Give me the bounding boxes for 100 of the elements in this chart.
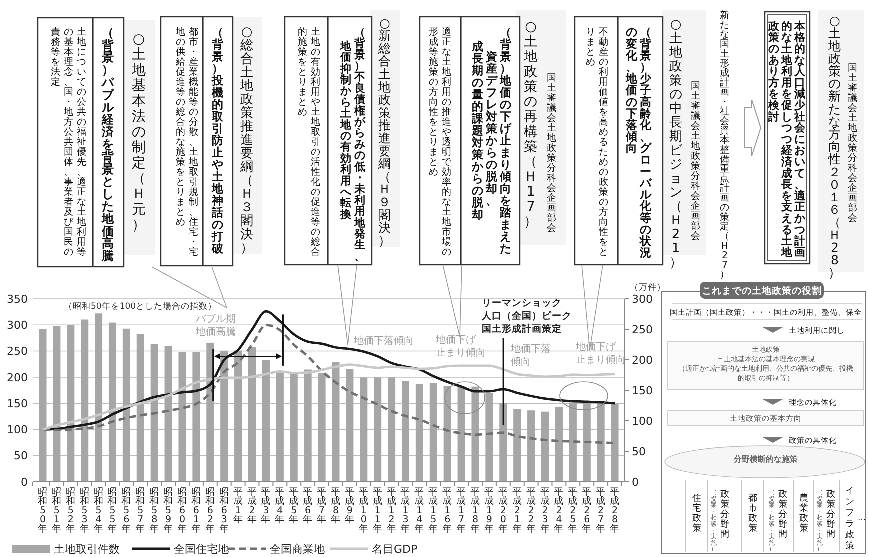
bar <box>95 314 103 482</box>
bar <box>318 373 326 482</box>
text: 国土審議会土地政策分科会企画部会 <box>848 62 858 224</box>
x-tick-label: 昭和60年 <box>178 487 188 535</box>
legend-label: 土地取引件数 <box>54 542 120 556</box>
bar <box>402 381 410 482</box>
x-tick-label: 平成8年 <box>330 487 341 526</box>
text: ○土地政策の再構築（Ｈ17） <box>524 19 538 230</box>
bar <box>136 334 144 482</box>
text: （背景）投機的取引防止や土地神話の打破 <box>212 26 224 256</box>
bar <box>541 412 550 482</box>
legend-label: 全国住宅地 <box>174 542 229 556</box>
bar <box>528 410 536 482</box>
text: これまでの土地政策の役割 <box>702 285 822 297</box>
x-tick-label: 平成22年 <box>526 487 536 535</box>
bar <box>444 386 452 482</box>
y-tick-label: 250 <box>7 345 28 358</box>
x-tick-label: 平成4年 <box>275 487 286 526</box>
x-tick-label: 昭和50年 <box>38 487 48 535</box>
text: 適正な土地利用の推進や透明で効率的な土地市場の <box>442 26 452 258</box>
x-tick-label: 昭和51年 <box>52 487 62 535</box>
text: インフラ政策 <box>846 486 854 552</box>
annotation: 地価下落傾向 <box>353 335 414 347</box>
text: （背景）不良債権がらみの低・未利用地発生、 <box>354 26 366 263</box>
x-tick-label: 平成11年 <box>372 487 383 535</box>
x-tick-label: 昭和54年 <box>94 487 104 535</box>
text: りまとめ <box>176 186 186 228</box>
y2-tick-label: 250 <box>632 323 653 336</box>
x-tick-label: 平成13年 <box>400 487 411 535</box>
bar <box>514 409 522 482</box>
annotation: 地価下げ止まり傾向 <box>435 334 486 359</box>
text: 成長期の量的課題対策からの脱却 <box>472 40 484 222</box>
text: 政策分野間 <box>826 488 836 540</box>
text: （背景）バブル経済を背景とした地価高騰 <box>102 26 114 264</box>
bar <box>430 383 438 482</box>
bar <box>276 372 284 482</box>
line-series <box>42 324 616 445</box>
text: ○総合土地政策推進要綱（Ｈ３閣決） <box>240 24 254 256</box>
text: ○新総合土地政策推進要綱（Ｈ９閣決） <box>378 15 392 248</box>
annotation: リーマンショック人口（全国）ピーク国土形成計画策定 <box>481 298 572 335</box>
x-tick-label: 平成12年 <box>386 487 397 535</box>
text: 農業政策 <box>800 492 808 534</box>
bar <box>234 350 242 482</box>
bar <box>486 392 494 482</box>
bar <box>416 384 424 482</box>
text: 形成等施策の方向性をとりまとめ <box>429 26 439 178</box>
text: 政策分野間 <box>778 488 788 540</box>
y-tick-label: 0 <box>21 476 28 489</box>
bar <box>472 386 480 482</box>
x-tick-label: 平成1年 <box>233 487 244 526</box>
bar <box>67 325 75 482</box>
x-tick-label: 昭和58年 <box>150 487 160 535</box>
text: （背景）地価の下げ止まり傾向を踏まえた <box>500 26 512 256</box>
y2-tick-label: 0 <box>632 476 639 489</box>
text: 土地についての公共の福祉優先、適正な土地利用等 <box>77 26 87 258</box>
bar <box>81 320 89 482</box>
bar <box>39 330 47 482</box>
bar <box>178 352 186 482</box>
text: 住宅政策 <box>692 492 702 534</box>
x-tick-label: 平成24年 <box>554 487 564 535</box>
bar <box>122 328 130 482</box>
text: の基本理念、国・地方公共団体、事業者及び国民の <box>64 26 74 258</box>
x-tick-label: 平成21年 <box>512 487 522 535</box>
bar <box>388 378 396 482</box>
x-tick-label: 昭和61年 <box>191 487 202 535</box>
bar <box>569 402 577 482</box>
y2-tick-label: 150 <box>632 384 653 398</box>
x-tick-label: 平成18年 <box>470 487 480 535</box>
x-tick-label: 平成25年 <box>568 487 578 535</box>
x-tick-label: 昭和57年 <box>136 487 146 535</box>
bar <box>192 352 200 482</box>
x-tick-label: 平成23年 <box>540 487 550 535</box>
annotation: （昭和50年を100とした場合の指数） <box>64 301 218 312</box>
x-tick-label: 平成26年 <box>582 487 592 535</box>
x-tick-label: 昭和59年 <box>164 487 174 535</box>
text: 的施策をとりまとめ <box>298 26 308 118</box>
text: ○土地政策の新たな方向性２０１６（Ｈ28） <box>828 13 842 280</box>
x-tick-label: 平成20年 <box>498 487 508 535</box>
text: 地価抑制から土地の有効利用へ転換 <box>340 40 352 221</box>
y-tick-label: 300 <box>7 318 28 332</box>
bar <box>500 403 508 482</box>
bar <box>248 347 256 482</box>
legend-label: 名目GDP <box>372 542 418 556</box>
x-tick-label: 平成28年 <box>610 487 620 535</box>
bar <box>220 351 228 482</box>
x-tick-label: 平成19年 <box>484 487 494 535</box>
x-tick-label: 昭和52年 <box>66 487 76 535</box>
x-tick-label: 平成16年 <box>442 487 453 535</box>
text: 本格的な人口減少社会において、適正かつ計画 <box>794 20 806 259</box>
y-tick-label: 50 <box>14 450 28 463</box>
bar <box>360 378 368 482</box>
x-tick-label: 昭和55年 <box>108 487 118 535</box>
text: ○土地基本法の制定（Ｈ元） <box>132 32 146 234</box>
bar <box>290 374 298 482</box>
text: 国土審議会土地政策分科会企画部会 <box>691 80 701 242</box>
x-tick-label: 昭和63年 <box>219 487 230 535</box>
text: 政策のあり方を検討 <box>768 20 780 124</box>
text: 資産デフレ対策からの脱却、 <box>486 50 498 208</box>
x-tick-label: 平成6年 <box>303 487 314 526</box>
bar <box>150 344 158 482</box>
